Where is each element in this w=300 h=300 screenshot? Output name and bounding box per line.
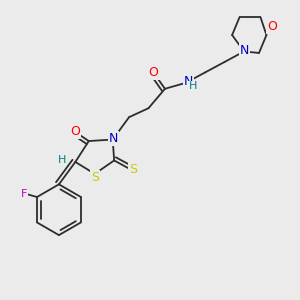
Text: N: N <box>184 75 193 88</box>
Text: H: H <box>189 81 197 92</box>
Text: S: S <box>92 171 99 184</box>
Text: N: N <box>240 44 249 57</box>
Text: H: H <box>58 154 66 165</box>
Text: S: S <box>129 163 137 176</box>
Text: F: F <box>21 189 27 199</box>
Text: O: O <box>70 125 80 138</box>
Text: O: O <box>148 66 158 79</box>
Text: N: N <box>109 132 118 145</box>
Text: O: O <box>268 20 278 33</box>
